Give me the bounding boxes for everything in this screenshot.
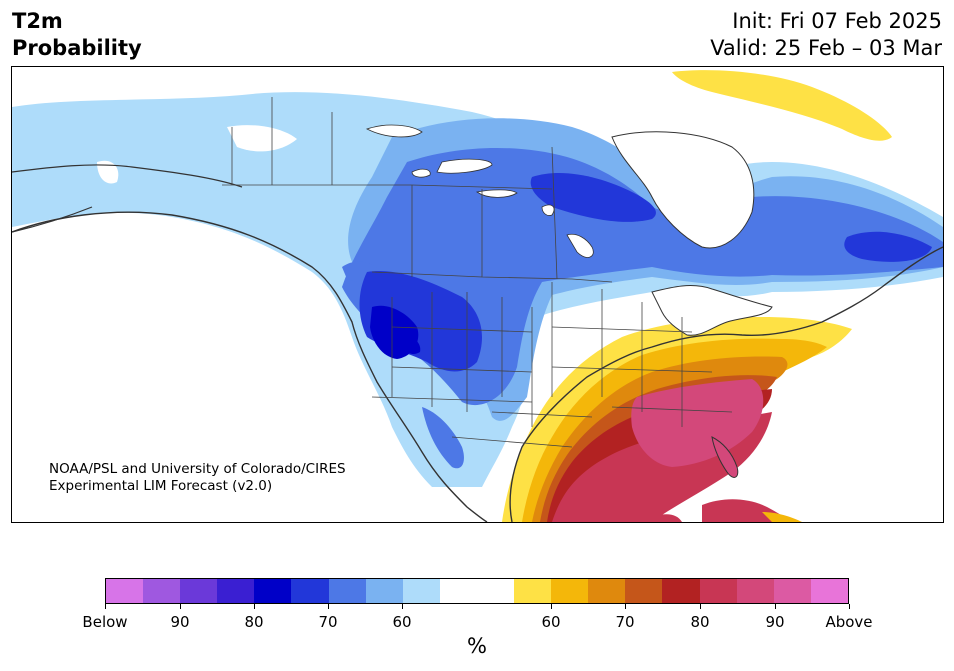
colorbar-tick-label: 90 [170, 613, 190, 631]
colorbar-cell [588, 579, 626, 603]
colorbar-cell [699, 579, 737, 603]
colorbar-cell [106, 579, 144, 603]
chart-title: T2m Probability [12, 8, 142, 62]
colorbar-cell [365, 579, 403, 603]
credit-text: NOAA/PSL and University of Colorado/CIRE… [49, 461, 346, 495]
colorbar-cell [254, 579, 292, 603]
colorbar-tick-mark [254, 604, 255, 609]
above-cuba-region [652, 514, 682, 522]
colorbar-tick-mark [700, 604, 701, 609]
above-greenland-region [672, 70, 892, 141]
title-line-1: T2m [12, 9, 63, 33]
date-block: Init: Fri 07 Feb 2025 Valid: 25 Feb – 03… [710, 8, 942, 62]
colorbar-tick-label: 80 [244, 613, 264, 631]
above-core-region [631, 379, 764, 467]
credit-line-1: NOAA/PSL and University of Colorado/CIRE… [49, 461, 346, 477]
colorbar-tick-label: 60 [541, 613, 561, 631]
colorbar-tick-mark [328, 604, 329, 609]
lake [411, 168, 431, 178]
arctic-ocean [492, 67, 672, 99]
title-line-2: Probability [12, 36, 142, 60]
below-70-80-region [422, 407, 464, 469]
colorbar-tick-mark [180, 604, 181, 609]
credit-line-2: Experimental LIM Forecast (v2.0) [49, 478, 273, 494]
colorbar-tick-mark [105, 604, 106, 609]
below-70-80-region [342, 147, 943, 406]
colorbar-cell [662, 579, 700, 603]
colorbar-unit: % [467, 634, 487, 658]
colorbar-tick-mark [849, 604, 850, 609]
colorbar-tick-label: Above [825, 613, 873, 631]
colorbar-cell [291, 579, 329, 603]
colorbar-cell [180, 579, 218, 603]
colorbar-cell [143, 579, 181, 603]
valid-date: Valid: 25 Feb – 03 Mar [710, 36, 942, 60]
colorbar-tick-label: 80 [690, 613, 710, 631]
colorbar-cell [773, 579, 811, 603]
hudson-bay [611, 131, 755, 249]
lake [566, 233, 594, 258]
above-cuba-region [762, 512, 802, 522]
colorbar-cell [551, 579, 589, 603]
florida [711, 436, 739, 478]
lake [365, 124, 423, 138]
colorbar-tick-mark [551, 604, 552, 609]
lake [436, 158, 493, 174]
colorbar-tick-label: 70 [318, 613, 338, 631]
forecast-map [11, 66, 944, 523]
colorbar-cell [439, 579, 477, 603]
init-date: Init: Fri 07 Feb 2025 [732, 9, 942, 33]
colorbar-tick-label: 90 [765, 613, 785, 631]
below-80-90-region [844, 231, 932, 262]
near-normal-patch [227, 125, 297, 152]
colorbar-tick-mark [402, 604, 403, 609]
colorbar [105, 578, 849, 604]
colorbar-cell [217, 579, 255, 603]
colorbar-cell [810, 579, 848, 603]
map-canvas [12, 67, 943, 522]
coastline [12, 164, 243, 233]
colorbar-cell [625, 579, 663, 603]
colorbar-cell [476, 579, 515, 603]
colorbar-cell [328, 579, 366, 603]
colorbar-tick-label: 60 [392, 613, 412, 631]
colorbar-cell [736, 579, 774, 603]
near-normal-patch [97, 160, 119, 184]
colorbar-cell [514, 579, 552, 603]
below-90-core [402, 336, 421, 355]
political-borders [222, 97, 733, 448]
lake [541, 204, 555, 216]
colorbar-tick-mark [775, 604, 776, 609]
colorbar-tick-label: 70 [615, 613, 635, 631]
colorbar-cell [402, 579, 440, 603]
colorbar-tick-mark [625, 604, 626, 609]
below-80-90-region [530, 172, 656, 222]
colorbar-tick-label: Below [82, 613, 128, 631]
coastline [12, 211, 943, 522]
lake [476, 189, 518, 198]
